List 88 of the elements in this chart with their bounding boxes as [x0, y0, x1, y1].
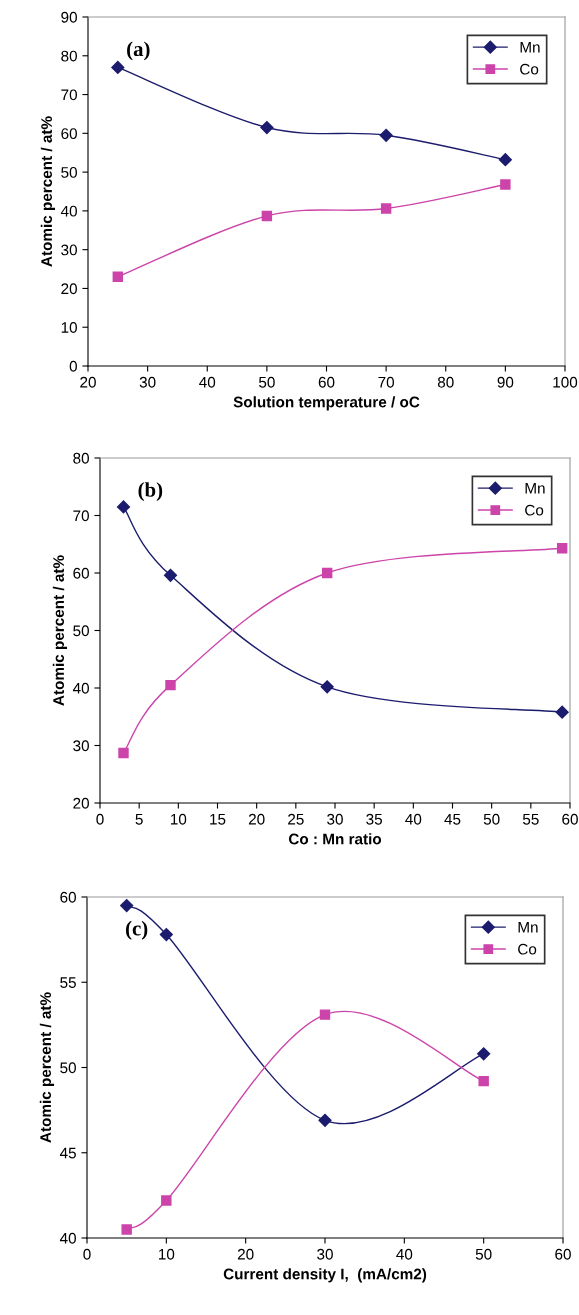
point [555, 705, 569, 719]
point [112, 271, 124, 283]
y-tick-label: 30 [61, 244, 77, 256]
y-tick-label: 40 [72, 682, 89, 694]
x-tick-label: 60 [562, 813, 578, 825]
point [379, 128, 393, 142]
y-tick-label: 50 [61, 166, 77, 178]
point [121, 1224, 132, 1235]
y-tick-label: 70 [61, 89, 77, 101]
x-tick-label: 50 [483, 813, 500, 825]
x-axis-title: Solution temperature / oC [233, 396, 420, 411]
x-tick-label: 30 [139, 376, 156, 388]
y-tick-label: 40 [59, 1232, 76, 1244]
x-tick-label: 60 [555, 1248, 571, 1260]
y-tick-label: 40 [60, 205, 77, 217]
x-tick-label: 10 [171, 813, 187, 825]
y-axis-title: Atomic percent / at% [40, 116, 56, 267]
point [165, 679, 176, 691]
point [500, 179, 511, 190]
y-tick-label: 60 [73, 567, 89, 579]
x-tick-label: 10 [159, 1248, 175, 1260]
point [556, 543, 568, 554]
y-tick-label: 45 [59, 1147, 76, 1159]
x-tick-label: 5 [135, 813, 143, 825]
point [161, 1195, 172, 1206]
point [261, 210, 273, 222]
y-tick-label: 90 [61, 11, 77, 23]
y-axis-title: Atomic percent / at% [39, 992, 55, 1143]
point [321, 567, 333, 579]
x-tick-label: 15 [210, 813, 226, 825]
x-axis-title: Co : Mn ratio [288, 833, 382, 845]
point [320, 680, 334, 694]
x-tick-label: 60 [318, 376, 335, 388]
annotation: (a) [127, 41, 150, 61]
legend-label: Co [520, 63, 539, 75]
x-tick-label: 70 [378, 376, 395, 388]
x-tick-label: 55 [522, 813, 539, 825]
x-tick-label: 30 [327, 813, 343, 825]
x-tick-label: 40 [396, 1248, 413, 1260]
x-tick-label: 80 [437, 376, 454, 388]
x-tick-label: 35 [366, 813, 383, 825]
y-tick-label: 50 [73, 625, 89, 637]
x-tick-label: 45 [444, 813, 461, 825]
point [380, 203, 392, 214]
y-tick-label: 70 [73, 510, 89, 522]
legend-label: Mn [518, 922, 538, 933]
y-tick-label: 60 [61, 128, 77, 140]
point [111, 60, 125, 74]
y-tick-label: 20 [73, 797, 89, 809]
point [498, 153, 512, 167]
x-tick-label: 0 [96, 813, 104, 825]
x-tick-label: 25 [288, 813, 304, 825]
x-tick-label: 50 [475, 1248, 492, 1260]
y-tick-label: 50 [60, 1062, 76, 1074]
x-axis-title: Current density I, (mA/cm2) [223, 1268, 427, 1283]
x-tick-label: 50 [258, 376, 275, 388]
x-tick-label: 100 [553, 376, 578, 388]
legend-label: Mn [520, 42, 540, 53]
annotation: (c) [125, 920, 148, 940]
y-tick-label: 10 [61, 322, 77, 333]
point [118, 747, 129, 759]
x-tick-label: 20 [237, 1248, 254, 1260]
point [319, 1009, 331, 1020]
x-tick-label: 20 [248, 813, 265, 825]
y-tick-label: 80 [61, 50, 77, 62]
y-tick-label: 55 [60, 977, 76, 988]
annotation: (b) [138, 482, 163, 502]
x-tick-label: 40 [405, 813, 422, 825]
y-tick-label: 30 [73, 740, 89, 752]
x-tick-label: 40 [199, 376, 216, 388]
y-tick-label: 20 [61, 283, 77, 295]
point [260, 120, 274, 135]
point [478, 1075, 489, 1087]
y-tick-label: 60 [60, 891, 76, 903]
y-axis-title: Atomic percent / at% [52, 555, 68, 706]
point [116, 500, 131, 514]
x-tick-label: 30 [317, 1248, 333, 1260]
x-tick-label: 90 [497, 376, 514, 388]
legend-label: Co [518, 943, 537, 955]
y-tick-label: 80 [73, 452, 89, 464]
legend-label: Co [525, 504, 544, 516]
point [163, 568, 178, 582]
legend-label: Mn [525, 483, 545, 494]
point [120, 898, 134, 913]
y-tick-label: 0 [69, 360, 77, 372]
point [159, 927, 173, 942]
point [477, 1047, 491, 1061]
point [318, 1113, 332, 1127]
